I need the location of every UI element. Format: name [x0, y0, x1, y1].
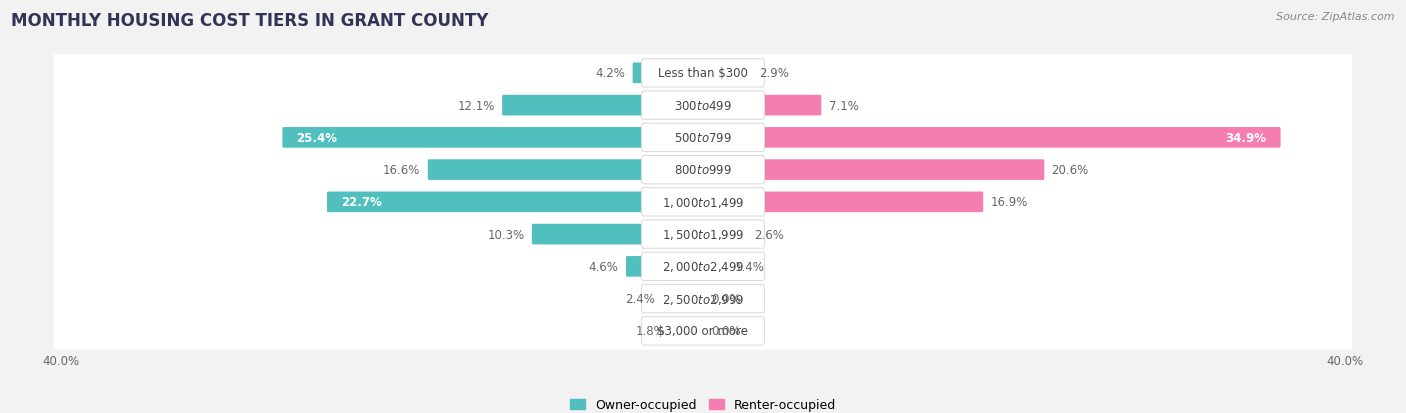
FancyBboxPatch shape	[641, 59, 765, 88]
FancyBboxPatch shape	[641, 253, 765, 281]
Text: 25.4%: 25.4%	[297, 132, 337, 145]
FancyBboxPatch shape	[702, 256, 727, 277]
Text: 16.9%: 16.9%	[990, 196, 1028, 209]
FancyBboxPatch shape	[53, 87, 1353, 124]
FancyBboxPatch shape	[502, 95, 704, 116]
FancyBboxPatch shape	[626, 256, 704, 277]
Text: 1.4%: 1.4%	[734, 260, 765, 273]
FancyBboxPatch shape	[53, 248, 1353, 285]
Text: 40.0%: 40.0%	[42, 354, 79, 367]
FancyBboxPatch shape	[53, 312, 1353, 350]
FancyBboxPatch shape	[328, 192, 704, 213]
FancyBboxPatch shape	[702, 160, 1045, 180]
FancyBboxPatch shape	[641, 317, 765, 345]
Text: $3,000 or more: $3,000 or more	[658, 325, 748, 337]
Text: 1.8%: 1.8%	[636, 325, 665, 337]
Text: $2,000 to $2,499: $2,000 to $2,499	[662, 260, 744, 274]
FancyBboxPatch shape	[641, 285, 765, 313]
Text: Less than $300: Less than $300	[658, 67, 748, 80]
Text: 2.4%: 2.4%	[626, 292, 655, 305]
FancyBboxPatch shape	[702, 63, 752, 84]
Text: $1,500 to $1,999: $1,500 to $1,999	[662, 228, 744, 242]
Text: 22.7%: 22.7%	[342, 196, 382, 209]
Text: 4.6%: 4.6%	[589, 260, 619, 273]
Legend: Owner-occupied, Renter-occupied: Owner-occupied, Renter-occupied	[565, 393, 841, 413]
Text: 4.2%: 4.2%	[596, 67, 626, 80]
Text: 40.0%: 40.0%	[1327, 354, 1364, 367]
FancyBboxPatch shape	[641, 92, 765, 120]
Text: 34.9%: 34.9%	[1226, 132, 1267, 145]
Text: $1,000 to $1,499: $1,000 to $1,499	[662, 195, 744, 209]
Text: 2.9%: 2.9%	[759, 67, 789, 80]
Text: 2.6%: 2.6%	[754, 228, 785, 241]
FancyBboxPatch shape	[53, 280, 1353, 318]
Text: Source: ZipAtlas.com: Source: ZipAtlas.com	[1277, 12, 1395, 22]
FancyBboxPatch shape	[641, 124, 765, 152]
FancyBboxPatch shape	[641, 156, 765, 184]
Text: 10.3%: 10.3%	[488, 228, 524, 241]
FancyBboxPatch shape	[702, 192, 983, 213]
Text: 0.0%: 0.0%	[711, 292, 741, 305]
Text: $300 to $499: $300 to $499	[673, 100, 733, 112]
FancyBboxPatch shape	[702, 128, 1281, 148]
FancyBboxPatch shape	[427, 160, 704, 180]
FancyBboxPatch shape	[641, 188, 765, 216]
Text: 12.1%: 12.1%	[457, 100, 495, 112]
Text: 20.6%: 20.6%	[1052, 164, 1088, 177]
FancyBboxPatch shape	[702, 224, 747, 245]
FancyBboxPatch shape	[53, 184, 1353, 221]
Text: 16.6%: 16.6%	[382, 164, 420, 177]
FancyBboxPatch shape	[283, 128, 704, 148]
FancyBboxPatch shape	[702, 95, 821, 116]
Text: $800 to $999: $800 to $999	[673, 164, 733, 177]
FancyBboxPatch shape	[53, 216, 1353, 253]
Text: 0.0%: 0.0%	[711, 325, 741, 337]
Text: 7.1%: 7.1%	[828, 100, 859, 112]
Text: $2,500 to $2,999: $2,500 to $2,999	[662, 292, 744, 306]
FancyBboxPatch shape	[531, 224, 704, 245]
FancyBboxPatch shape	[53, 55, 1353, 93]
Text: MONTHLY HOUSING COST TIERS IN GRANT COUNTY: MONTHLY HOUSING COST TIERS IN GRANT COUN…	[11, 12, 489, 30]
FancyBboxPatch shape	[633, 63, 704, 84]
FancyBboxPatch shape	[662, 289, 704, 309]
FancyBboxPatch shape	[672, 321, 704, 342]
FancyBboxPatch shape	[53, 152, 1353, 189]
FancyBboxPatch shape	[53, 119, 1353, 157]
FancyBboxPatch shape	[641, 221, 765, 249]
Text: $500 to $799: $500 to $799	[673, 132, 733, 145]
